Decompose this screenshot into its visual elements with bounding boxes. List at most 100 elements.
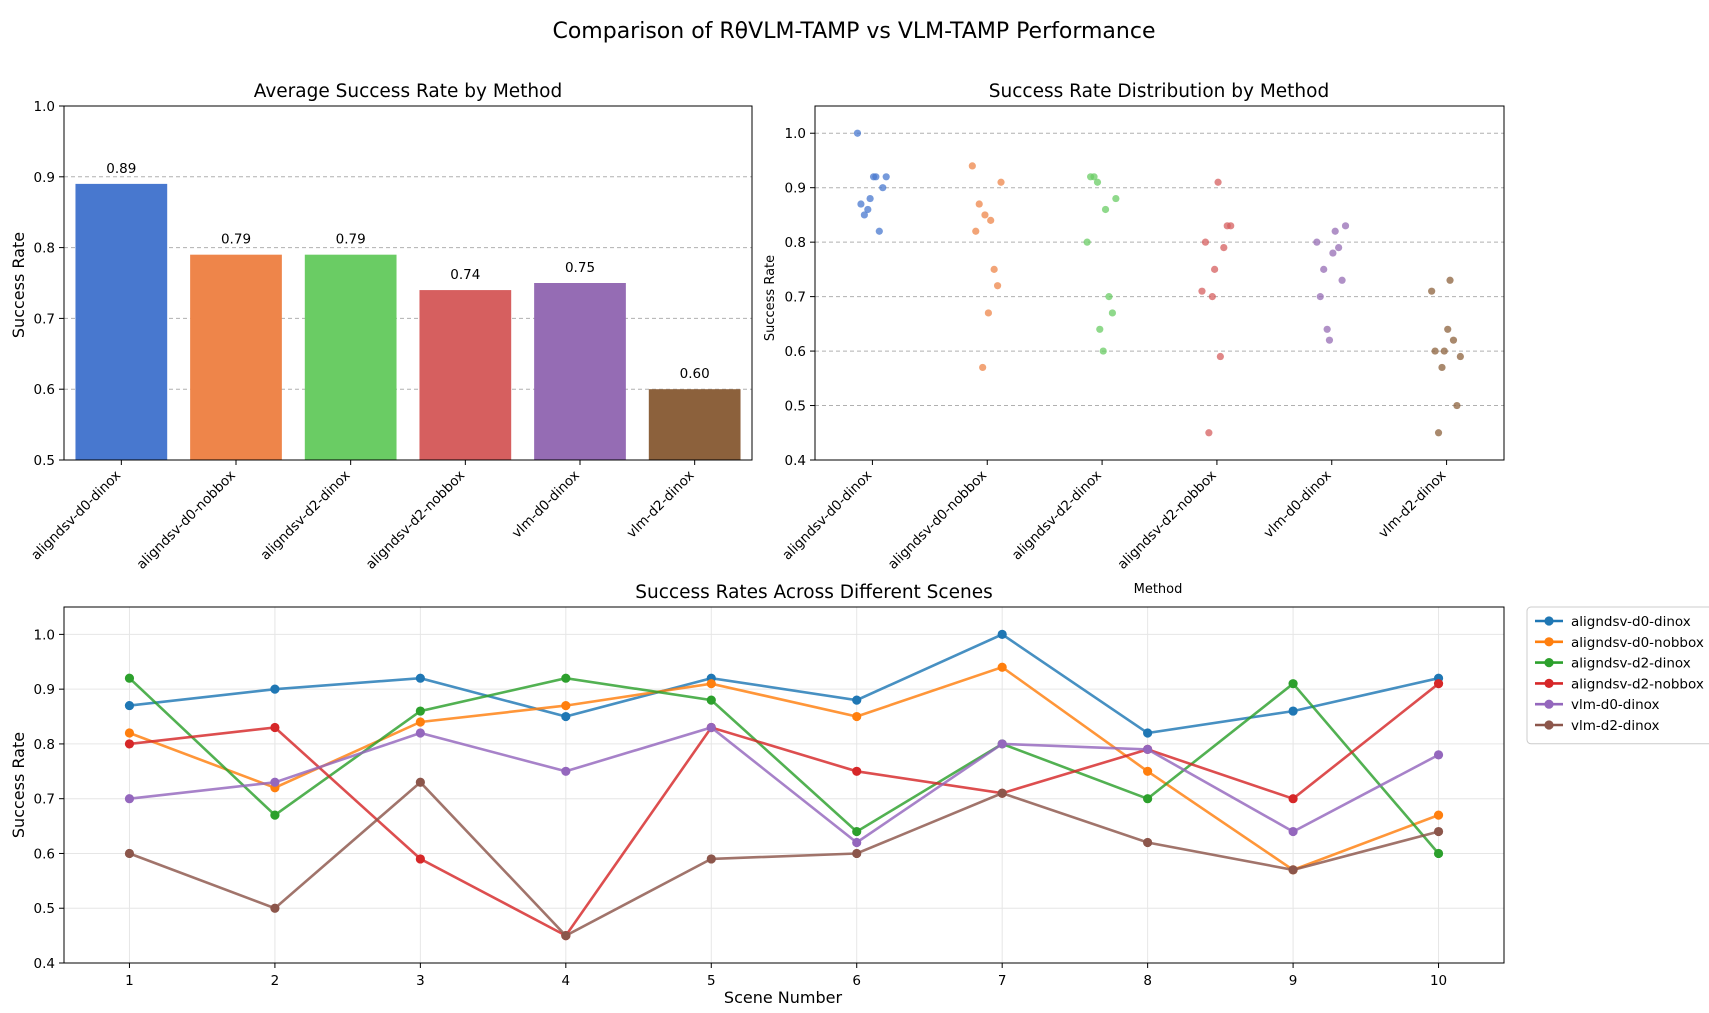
scatter-point-aligndsv-d2-nobbox — [1198, 287, 1206, 295]
series-marker-aligndsv-d0-nobbox — [124, 728, 135, 738]
line-ytick-label: 0.4 — [34, 956, 55, 972]
legend-label-aligndsv-d2-nobbox: aligndsv-d2-nobbox — [1571, 676, 1704, 692]
series-marker-aligndsv-d0-nobbox — [1143, 766, 1153, 776]
scatter-ytick-label: 0.7 — [785, 290, 806, 306]
scatter-point-aligndsv-d2-dinox — [1108, 309, 1117, 317]
scatter-point-aligndsv-d2-dinox — [1099, 347, 1107, 355]
series-marker-aligndsv-d0-dinox — [852, 695, 862, 705]
bar-ytick-label: 0.8 — [34, 241, 55, 257]
series-marker-aligndsv-d2-nobbox — [852, 766, 862, 776]
line-ytick-label: 0.5 — [34, 901, 55, 917]
line-xtick-label: 5 — [707, 973, 716, 989]
scatter-point-vlm-d2-dinox — [1456, 352, 1464, 361]
series-marker-aligndsv-d2-nobbox — [270, 722, 280, 733]
scatter-point-aligndsv-d0-dinox — [882, 173, 890, 181]
scatter-point-vlm-d2-dinox — [1449, 336, 1458, 344]
series-line-aligndsv-d0-nobbox — [129, 665, 1439, 872]
scatter-point-vlm-d2-dinox — [1444, 325, 1452, 333]
line-ytick-label: 0.6 — [34, 846, 55, 862]
series-marker-vlm-d2-dinox — [270, 903, 280, 913]
scatter-point-aligndsv-d0-nobbox — [968, 162, 976, 170]
series-marker-vlm-d0-dinox — [1433, 750, 1444, 760]
scatter-axes-frame — [814, 105, 1505, 461]
scatter-point-aligndsv-d0-dinox — [869, 173, 878, 181]
legend-swatch-marker — [1544, 637, 1554, 647]
series-line-vlm-d0-dinox — [129, 726, 1440, 845]
scatter-point-aligndsv-d0-nobbox — [990, 265, 998, 273]
line-ytick-label: 0.9 — [34, 682, 55, 698]
series-line-aligndsv-d2-dinox — [128, 676, 1440, 855]
series-marker-aligndsv-d2-dinox — [415, 706, 425, 716]
bar-value-label: 0.75 — [565, 260, 595, 276]
scatter-point-vlm-d2-dinox — [1438, 363, 1446, 372]
line-chart-panel: Success Rates Across Different Scenes Su… — [9, 582, 1709, 1007]
bar-aligndsv-d2-nobbox — [419, 290, 512, 460]
scatter-point-vlm-d0-dinox — [1313, 238, 1321, 246]
line-xtick-label: 1 — [125, 973, 134, 989]
legend-label-aligndsv-d0-dinox: aligndsv-d0-dinox — [1571, 614, 1691, 630]
scatter-point-aligndsv-d0-dinox — [857, 200, 865, 208]
scatter-point-vlm-d2-dinox — [1431, 347, 1439, 355]
series-marker-vlm-d0-dinox — [706, 722, 716, 733]
scatter-point-vlm-d2-dinox — [1453, 401, 1461, 410]
scatter-point-vlm-d0-dinox — [1325, 336, 1334, 344]
scatter-point-aligndsv-d0-dinox — [875, 227, 883, 235]
series-marker-vlm-d0-dinox — [124, 794, 135, 804]
scatter-point-vlm-d2-dinox — [1446, 276, 1454, 284]
series-marker-vlm-d0-dinox — [1143, 744, 1153, 755]
series-marker-aligndsv-d0-dinox — [1143, 728, 1153, 738]
series-marker-aligndsv-d0-nobbox — [852, 711, 862, 722]
scatter-point-vlm-d0-dinox — [1329, 249, 1337, 257]
scatter-chart-ylabel: Success Rate — [763, 255, 778, 341]
bar-ytick-label: 0.5 — [34, 453, 55, 469]
legend-swatch-marker — [1544, 616, 1554, 626]
legend-label-vlm-d0-dinox: vlm-d0-dinox — [1571, 697, 1660, 713]
scatter-point-aligndsv-d0-dinox — [866, 194, 874, 203]
series-marker-vlm-d0-dinox — [415, 728, 425, 738]
scatter-point-aligndsv-d2-dinox — [1112, 194, 1120, 203]
series-marker-aligndsv-d0-dinox — [997, 629, 1007, 639]
scatter-point-vlm-d0-dinox — [1338, 276, 1346, 284]
series-marker-vlm-d0-dinox — [1288, 826, 1298, 837]
bar-axes-frame — [63, 105, 753, 461]
scatter-ytick-label: 0.6 — [785, 344, 806, 360]
series-marker-aligndsv-d2-dinox — [1433, 848, 1444, 859]
line-chart-title: Success Rates Across Different Scenes — [635, 582, 992, 603]
bar-vlm-d0-dinox — [534, 283, 626, 460]
legend-box — [1526, 606, 1709, 745]
scatter-point-vlm-d0-dinox — [1331, 227, 1339, 235]
series-marker-vlm-d2-dinox — [997, 788, 1007, 798]
series-line-aligndsv-d2-nobbox — [129, 682, 1440, 938]
bar-aligndsv-d0-dinox — [75, 183, 168, 460]
bar-value-label: 0.74 — [450, 267, 480, 283]
series-marker-aligndsv-d2-dinox — [561, 673, 571, 683]
scatter-ytick-label: 0.4 — [785, 453, 806, 469]
scatter-point-aligndsv-d0-nobbox — [997, 178, 1005, 186]
legend-label-aligndsv-d0-nobbox: aligndsv-d0-nobbox — [1571, 635, 1704, 651]
series-line-vlm-d2-dinox — [129, 780, 1439, 938]
legend-label-aligndsv-d2-dinox: aligndsv-d2-dinox — [1571, 656, 1691, 672]
series-marker-vlm-d2-dinox — [1433, 826, 1444, 837]
figure-title: Comparison of RθVLM-TAMP vs VLM-TAMP Per… — [552, 19, 1155, 44]
series-marker-aligndsv-d0-nobbox — [997, 662, 1007, 672]
series-marker-aligndsv-d0-dinox — [415, 673, 425, 683]
series-marker-aligndsv-d2-nobbox — [1433, 679, 1444, 689]
line-ytick-label: 1.0 — [34, 627, 55, 643]
line-chart-ylabel: Success Rate — [9, 732, 28, 838]
series-marker-vlm-d0-dinox — [852, 837, 862, 848]
bar-value-label: 0.79 — [336, 232, 366, 248]
series-marker-vlm-d0-dinox — [561, 766, 571, 776]
scatter-point-aligndsv-d2-nobbox — [1211, 265, 1219, 273]
bar-ytick-label: 1.0 — [34, 99, 55, 115]
scatter-ytick-label: 0.5 — [785, 399, 806, 415]
bar-aligndsv-d0-nobbox — [190, 254, 282, 460]
scatter-point-aligndsv-d0-nobbox — [981, 211, 989, 219]
series-marker-aligndsv-d2-nobbox — [124, 739, 135, 749]
bar-chart-ylabel: Success Rate — [9, 232, 28, 338]
scatter-point-aligndsv-d2-nobbox — [1208, 293, 1216, 301]
bar-value-label: 0.79 — [221, 232, 251, 248]
scatter-point-aligndsv-d0-nobbox — [987, 216, 995, 224]
series-marker-aligndsv-d2-dinox — [1143, 794, 1153, 804]
series-marker-aligndsv-d2-dinox — [1288, 679, 1298, 689]
scatter-point-aligndsv-d2-dinox — [1105, 293, 1113, 301]
